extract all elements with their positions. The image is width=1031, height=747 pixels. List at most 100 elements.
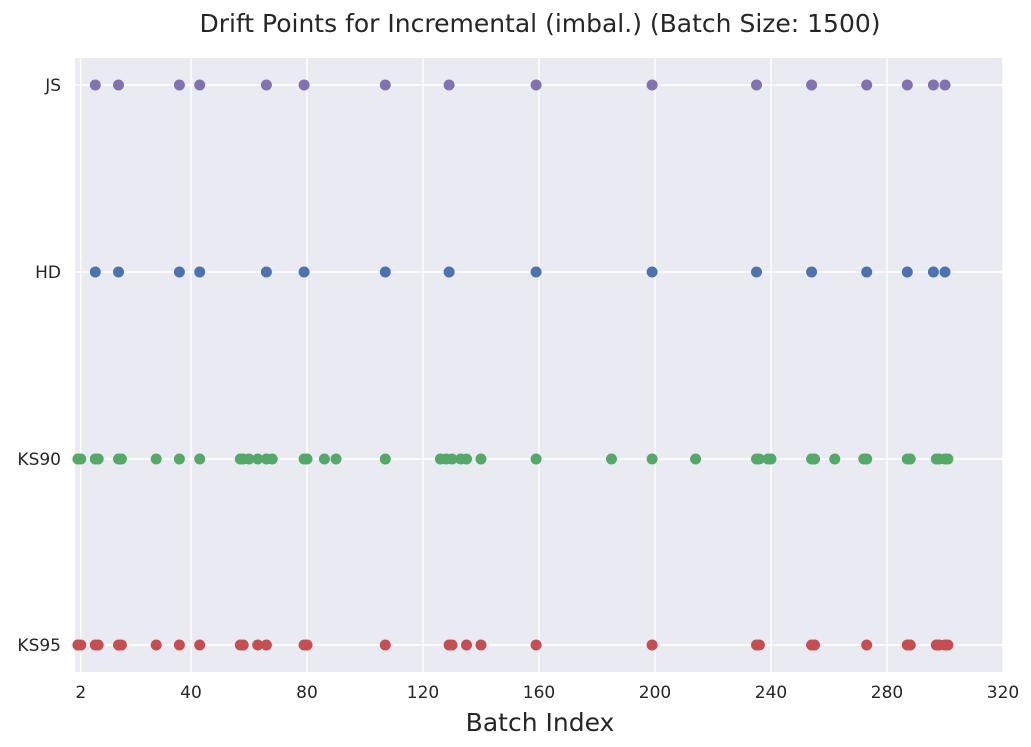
- data-point: [301, 453, 313, 465]
- data-point: [806, 79, 818, 91]
- data-point: [379, 639, 391, 651]
- data-point: [461, 453, 472, 465]
- data-point: [173, 453, 185, 465]
- data-point: [150, 639, 162, 651]
- data-point: [530, 79, 542, 91]
- x-tick-label: 40: [180, 683, 202, 703]
- data-point: [379, 79, 391, 91]
- x-tick-label: 320: [987, 683, 1019, 703]
- data-point: [646, 266, 658, 278]
- y-axis-ticks: KS95 KS90 HD JS: [17, 76, 61, 656]
- x-tick-label: 160: [523, 683, 555, 703]
- x-tick-label: 200: [639, 683, 671, 703]
- data-point: [443, 79, 455, 91]
- data-point: [379, 453, 391, 465]
- data-point: [150, 453, 162, 465]
- data-point: [252, 639, 264, 651]
- data-point: [939, 266, 951, 278]
- data-point: [646, 453, 658, 465]
- data-point: [115, 453, 127, 465]
- data-point: [92, 453, 104, 465]
- data-point: [901, 79, 913, 91]
- data-point: [861, 266, 873, 278]
- data-point: [194, 266, 206, 278]
- data-point: [173, 79, 185, 91]
- data-point: [753, 639, 765, 651]
- data-point: [89, 266, 101, 278]
- data-point: [379, 266, 391, 278]
- data-point: [298, 79, 310, 91]
- data-point: [173, 639, 185, 651]
- data-points: [72, 79, 954, 651]
- data-point: [927, 266, 939, 278]
- data-point: [861, 639, 873, 651]
- data-point: [194, 79, 206, 91]
- data-point: [298, 266, 310, 278]
- x-axis-title: Batch Index: [466, 708, 615, 737]
- series-ks95: [72, 639, 954, 651]
- data-point: [809, 639, 820, 651]
- data-point: [904, 453, 916, 465]
- y-tick-label: HD: [35, 263, 61, 283]
- data-point: [260, 79, 272, 91]
- y-tick-label: KS95: [17, 636, 61, 656]
- y-tick-label: JS: [44, 76, 61, 96]
- data-point: [606, 453, 617, 465]
- data-point: [806, 266, 818, 278]
- y-tick-label: KS90: [17, 450, 61, 470]
- data-point: [443, 266, 455, 278]
- data-point: [89, 79, 101, 91]
- data-point: [475, 639, 487, 651]
- data-point: [446, 453, 458, 465]
- data-point: [194, 639, 206, 651]
- x-tick-label: 240: [755, 683, 787, 703]
- data-point: [260, 639, 272, 651]
- data-point: [530, 453, 542, 465]
- data-point: [753, 453, 765, 465]
- data-point: [461, 639, 472, 651]
- series-hd: [89, 266, 951, 278]
- data-point: [751, 79, 762, 91]
- data-point: [861, 79, 873, 91]
- data-point: [942, 639, 954, 651]
- data-point: [475, 453, 487, 465]
- data-point: [829, 453, 841, 465]
- series-ks90: [72, 453, 954, 465]
- data-point: [266, 453, 278, 465]
- data-point: [901, 266, 913, 278]
- data-point: [530, 266, 542, 278]
- data-point: [646, 639, 658, 651]
- data-point: [75, 453, 87, 465]
- x-tick-label: 80: [296, 683, 318, 703]
- data-point: [809, 453, 820, 465]
- data-point: [751, 266, 762, 278]
- data-point: [301, 639, 313, 651]
- data-point: [942, 453, 954, 465]
- data-point: [446, 639, 458, 651]
- data-point: [252, 453, 264, 465]
- series-js: [89, 79, 951, 91]
- data-point: [646, 79, 658, 91]
- data-point: [318, 453, 330, 465]
- data-point: [260, 266, 272, 278]
- data-point: [75, 639, 87, 651]
- chart-title: Drift Points for Incremental (imbal.) (B…: [199, 9, 880, 38]
- x-tick-label: 120: [407, 683, 439, 703]
- x-tick-label: 2: [75, 683, 86, 703]
- data-point: [690, 453, 702, 465]
- data-point: [765, 453, 777, 465]
- data-point: [92, 639, 104, 651]
- data-point: [861, 453, 873, 465]
- data-point: [237, 639, 249, 651]
- data-point: [904, 639, 916, 651]
- data-point: [113, 79, 124, 91]
- x-tick-label: 280: [871, 683, 903, 703]
- data-point: [939, 79, 951, 91]
- data-point: [330, 453, 342, 465]
- x-axis-ticks: 2 40 80 120 160 200 240 280 320: [75, 683, 1019, 703]
- data-point: [530, 639, 542, 651]
- data-point: [194, 453, 206, 465]
- data-point: [115, 639, 127, 651]
